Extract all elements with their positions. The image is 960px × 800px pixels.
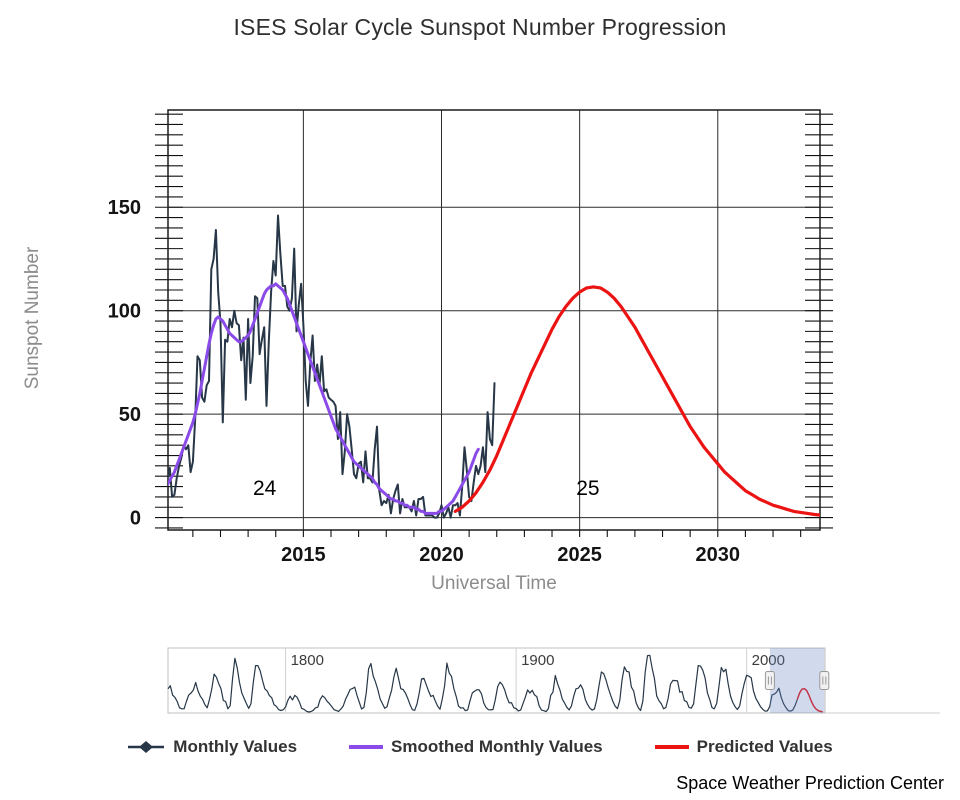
y-tick-label: 150 xyxy=(108,197,141,219)
smoothed-values-marker-icon xyxy=(349,745,384,749)
y-tick-label: 0 xyxy=(130,508,141,530)
x-tick-label: 2030 xyxy=(696,544,741,566)
legend: Monthly Values Smoothed Monthly Values P… xyxy=(0,737,960,757)
navigator-left-handle[interactable] xyxy=(764,671,775,690)
legend-item-predicted-values[interactable]: Predicted Values xyxy=(654,737,833,757)
legend-label-monthly-values: Monthly Values xyxy=(173,737,298,756)
navigator-series xyxy=(796,687,823,713)
x-tick-label: 2020 xyxy=(419,544,464,566)
navigator-series xyxy=(167,654,798,713)
chart-title: ISES Solar Cycle Sunspot Number Progress… xyxy=(233,14,727,40)
series-smoothed-monthly-values xyxy=(168,282,480,515)
x-axis-label: Universal Time xyxy=(431,573,557,594)
legend-item-smoothed-values[interactable]: Smoothed Monthly Values xyxy=(349,737,603,757)
x-tick-label: 2015 xyxy=(281,544,326,566)
legend-label-predicted-values: Predicted Values xyxy=(696,737,833,756)
cycle-annotation: 24 xyxy=(253,477,277,500)
navigator-tick-label: 1900 xyxy=(521,652,554,669)
navigator-border xyxy=(167,647,826,714)
legend-label-smoothed-values: Smoothed Monthly Values xyxy=(391,737,603,756)
predicted-values-marker-icon xyxy=(654,745,689,749)
navigator-tick-label: 1800 xyxy=(291,652,324,669)
legend-item-monthly-values[interactable]: Monthly Values xyxy=(127,737,297,757)
navigator-tick-label: 2000 xyxy=(752,652,785,669)
y-tick-label: 100 xyxy=(108,301,141,323)
x-tick-label: 2025 xyxy=(557,544,602,566)
series-predicted-values xyxy=(453,285,820,517)
series-group xyxy=(168,214,820,519)
navigator-right-handle[interactable] xyxy=(819,671,830,690)
cycle-annotation: 25 xyxy=(576,477,599,500)
series-monthly-values xyxy=(168,214,496,519)
monthly-values-marker-icon xyxy=(128,741,165,753)
y-tick-label: 50 xyxy=(119,404,141,426)
plot-border xyxy=(167,109,821,531)
credit-text: Space Weather Prediction Center xyxy=(676,773,944,793)
navigator-selection-mask[interactable] xyxy=(769,648,825,713)
